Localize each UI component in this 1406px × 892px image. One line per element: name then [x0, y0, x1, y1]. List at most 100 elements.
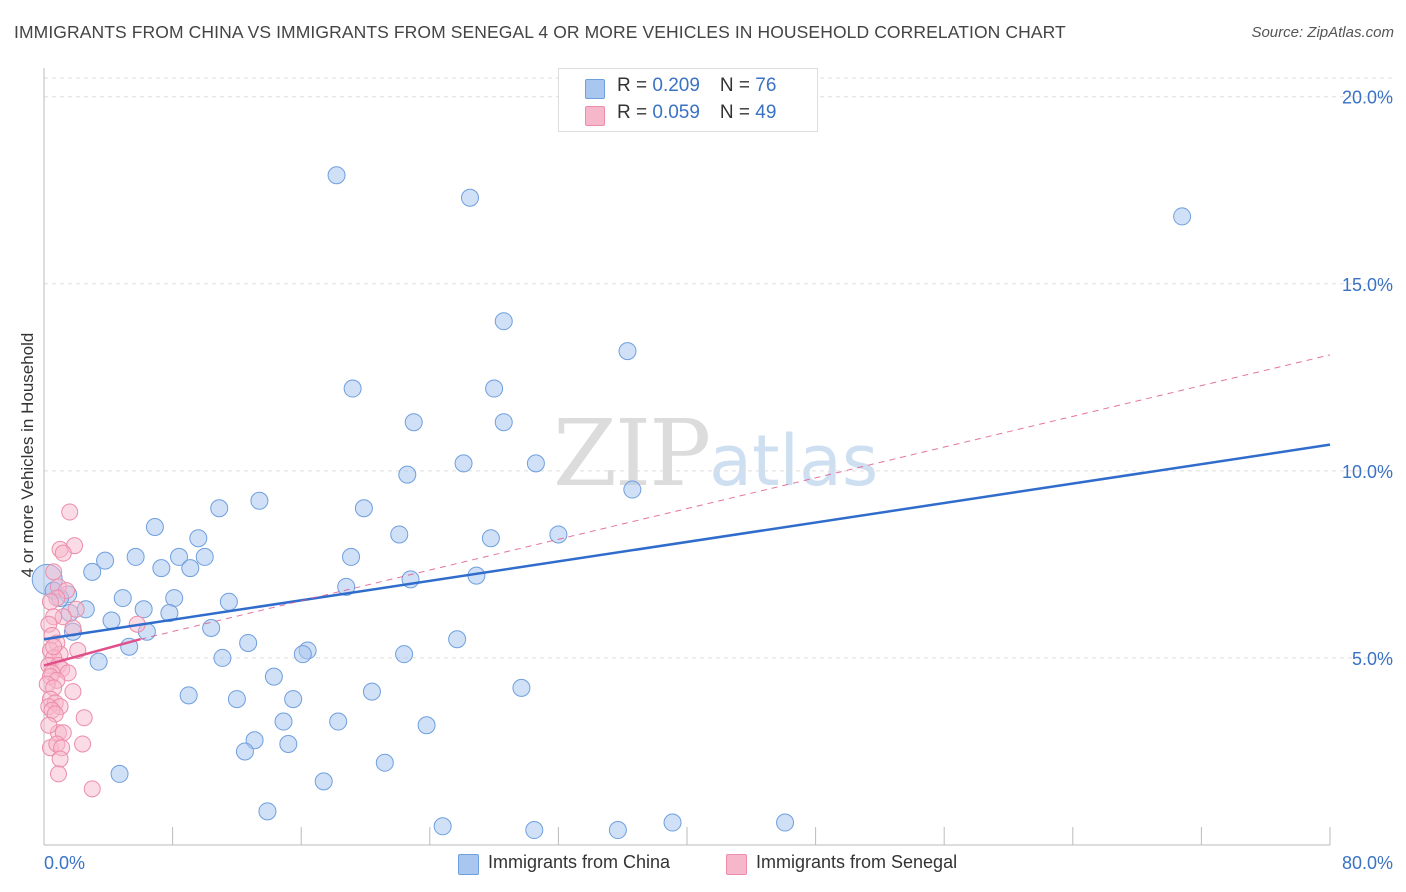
china-point: [398, 465, 417, 484]
china-point: [525, 821, 544, 840]
china-point: [776, 813, 795, 832]
china-point: [608, 821, 627, 840]
china-point: [314, 772, 333, 791]
senegal-point: [49, 765, 67, 783]
china-point: [152, 559, 171, 578]
senegal-point: [61, 503, 79, 521]
china-trend-line: [43, 443, 1331, 641]
senegal-point: [41, 593, 59, 611]
china-point: [165, 589, 184, 608]
china-point: [329, 712, 348, 731]
china-point: [126, 547, 145, 566]
china-point: [96, 551, 115, 570]
chart-title: IMMIGRANTS FROM CHINA VS IMMIGRANTS FROM…: [14, 22, 1066, 42]
china-point: [83, 562, 102, 581]
china-point: [170, 547, 189, 566]
x-tick-label: 0.0%: [44, 853, 85, 873]
china-point: [494, 312, 513, 331]
senegal-point: [83, 780, 101, 798]
china-point: [362, 682, 381, 701]
senegal-trend-line: [43, 638, 141, 667]
china-point: [623, 480, 642, 499]
legend-r-label: R =: [617, 75, 653, 96]
china-point: [113, 589, 132, 608]
china-point: [181, 559, 200, 578]
china-point: [494, 413, 513, 432]
china-point: [395, 645, 414, 664]
bottom-legend-label-china: Immigrants from China: [488, 852, 671, 872]
china-point: [390, 525, 409, 544]
senegal-point: [74, 735, 92, 753]
china-point: [375, 753, 394, 772]
senegal-point: [51, 750, 69, 768]
china-point: [210, 499, 229, 518]
china-point: [279, 734, 298, 753]
china-point: [235, 742, 254, 761]
bottom-legend-swatch-senegal: [726, 854, 747, 875]
legend-n-label: N =: [719, 75, 756, 96]
china-point: [417, 716, 436, 735]
china-point: [663, 813, 682, 832]
legend-n-value-senegal: 49: [755, 102, 777, 123]
china-point: [354, 499, 373, 518]
china-point: [526, 454, 545, 473]
china-point: [618, 342, 637, 361]
china-point: [239, 633, 258, 652]
china-point: [145, 517, 164, 536]
y-tick-label: 5.0%: [1352, 649, 1393, 669]
watermark-atlas: atlas: [709, 420, 879, 502]
y-tick-label: 10.0%: [1342, 462, 1393, 482]
legend-n-value-china: 76: [755, 75, 777, 96]
legend-n-label: N =: [719, 102, 756, 123]
china-point: [485, 379, 504, 398]
china-point: [274, 712, 293, 731]
senegal-point: [45, 638, 63, 656]
china-point: [284, 690, 303, 709]
china-point: [134, 600, 153, 619]
china-point: [110, 764, 129, 783]
senegal-point: [45, 563, 63, 581]
china-point: [102, 611, 121, 630]
china-point: [195, 547, 214, 566]
source-credit: Source: ZipAtlas.com: [1251, 24, 1394, 41]
senegal-trend-extension: [140, 354, 1331, 640]
china-point: [327, 166, 346, 185]
china-point: [337, 577, 356, 596]
legend-swatch-senegal: [585, 106, 605, 126]
legend-r-label: R =: [617, 102, 653, 123]
y-tick-label: 15.0%: [1342, 275, 1393, 295]
senegal-point: [54, 544, 72, 562]
china-point: [202, 618, 221, 637]
china-point: [481, 529, 500, 548]
senegal-point: [40, 716, 58, 734]
china-point: [343, 379, 362, 398]
senegal-point: [75, 709, 93, 727]
china-point: [1173, 207, 1192, 226]
china-point: [342, 547, 361, 566]
china-point: [219, 592, 238, 611]
x-tick-label: 80.0%: [1342, 853, 1393, 873]
china-point: [264, 667, 283, 686]
bottom-legend-swatch-china: [458, 854, 479, 875]
correlation-legend: R = 0.209 N = 76 R = 0.059 N = 49: [558, 68, 818, 132]
senegal-point: [64, 683, 82, 701]
y-tick-label: 20.0%: [1342, 88, 1393, 108]
china-point: [227, 690, 246, 709]
china-point: [213, 648, 232, 667]
china-point: [250, 491, 269, 510]
senegal-point: [67, 600, 85, 618]
china-point: [404, 413, 423, 432]
china-point: [460, 188, 479, 207]
bottom-legend-label-senegal: Immigrants from Senegal: [756, 852, 958, 872]
china-point: [160, 604, 179, 623]
legend-r-value-senegal: 0.059: [652, 102, 700, 123]
legend-swatch-china: [585, 79, 605, 99]
china-point: [448, 630, 467, 649]
legend-r-value-china: 0.209: [652, 75, 700, 96]
china-point: [433, 817, 452, 836]
china-point: [258, 802, 277, 821]
china-point: [293, 645, 312, 664]
china-point: [512, 678, 531, 697]
china-point: [89, 652, 108, 671]
